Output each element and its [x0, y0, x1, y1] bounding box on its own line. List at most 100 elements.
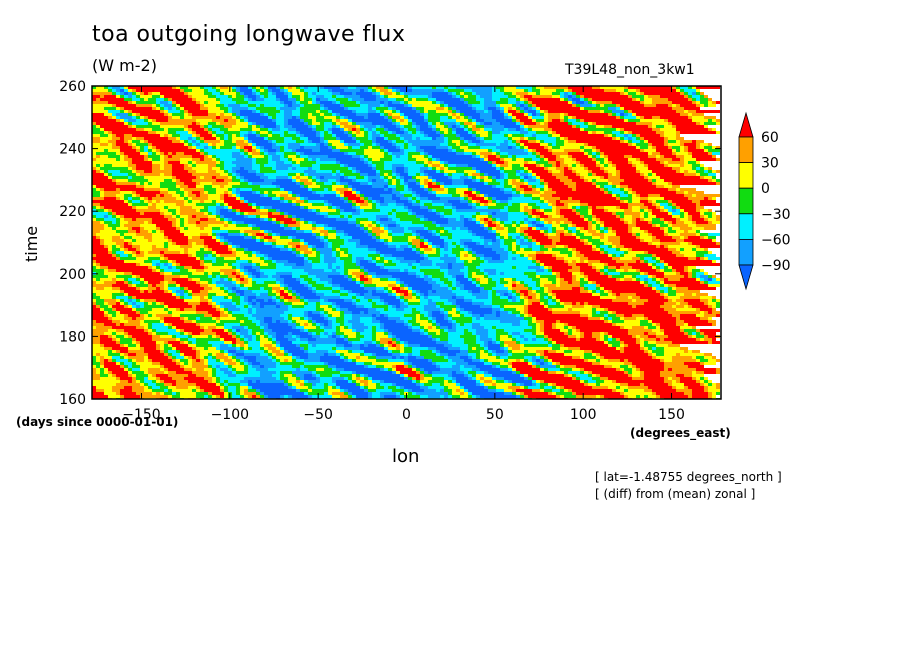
heatmap-cell: [468, 200, 472, 203]
heatmap-cell: [204, 86, 212, 89]
heatmap-cell: [536, 113, 540, 116]
heatmap-cell: [652, 275, 656, 278]
heatmap-cell: [444, 272, 448, 275]
heatmap-cell: [132, 281, 140, 284]
heatmap-cell: [404, 113, 420, 116]
heatmap-cell: [96, 281, 104, 284]
heatmap-cell: [332, 278, 348, 281]
heatmap-cell: [400, 92, 404, 95]
heatmap-cell: [320, 194, 324, 197]
heatmap-cell: [544, 191, 556, 194]
heatmap-cell: [708, 149, 720, 152]
heatmap-cell: [560, 278, 564, 281]
heatmap-cell: [248, 200, 280, 203]
heatmap-cell: [716, 101, 720, 104]
heatmap-cell: [616, 233, 632, 236]
heatmap-cell: [684, 236, 688, 239]
heatmap-cell: [96, 167, 100, 170]
heatmap-cell: [696, 245, 700, 248]
heatmap-cell: [480, 140, 484, 143]
heatmap-cell: [616, 116, 620, 119]
heatmap-cell: [696, 167, 700, 170]
heatmap-cell: [268, 230, 272, 233]
heatmap-cell: [532, 134, 536, 137]
heatmap-cell: [160, 122, 192, 125]
heatmap-cell: [152, 128, 164, 131]
heatmap-cell: [168, 116, 172, 119]
heatmap-cell: [440, 134, 444, 137]
heatmap-cell: [276, 176, 288, 179]
heatmap-cell: [524, 218, 528, 221]
heatmap-cell: [388, 149, 400, 152]
heatmap-cell: [220, 101, 236, 104]
heatmap-cell: [516, 245, 520, 248]
heatmap-cell: [604, 233, 616, 236]
heatmap-cell: [192, 206, 204, 209]
heatmap-cell: [168, 119, 196, 122]
heatmap-cell: [484, 122, 492, 125]
heatmap-cell: [508, 281, 512, 284]
heatmap-cell: [204, 245, 208, 248]
heatmap-cell: [468, 218, 472, 221]
heatmap-cell: [500, 233, 508, 236]
heatmap-cell: [336, 158, 360, 161]
heatmap-cell: [652, 125, 656, 128]
heatmap-cell: [180, 161, 188, 164]
heatmap-cell: [340, 149, 364, 152]
heatmap-cell: [572, 122, 584, 125]
heatmap-cell: [624, 134, 628, 137]
heatmap-cell: [608, 158, 628, 161]
heatmap-cell: [224, 140, 232, 143]
heatmap-cell: [568, 227, 576, 230]
heatmap-cell: [400, 110, 416, 113]
heatmap-cell: [704, 146, 712, 149]
heatmap-cell: [412, 242, 420, 245]
heatmap-cell: [520, 206, 524, 209]
heatmap-cell: [368, 224, 372, 227]
heatmap-cell: [608, 254, 612, 257]
heatmap-cell: [180, 275, 188, 278]
heatmap-cell: [632, 200, 640, 203]
heatmap-cell: [248, 149, 252, 152]
heatmap-cell: [568, 176, 580, 179]
heatmap-cell: [684, 221, 692, 224]
heatmap-cell: [572, 167, 584, 170]
heatmap-cell: [112, 278, 116, 281]
heatmap-cell: [96, 98, 100, 101]
heatmap-cell: [580, 125, 588, 128]
heatmap-cell: [220, 98, 232, 101]
heatmap-cell: [524, 230, 540, 233]
heatmap-cell: [656, 278, 660, 281]
heatmap-cell: [356, 278, 360, 281]
heatmap-cell: [184, 125, 188, 128]
heatmap-cell: [340, 170, 352, 173]
heatmap-cell: [156, 200, 160, 203]
heatmap-cell: [416, 197, 420, 200]
heatmap-cell: [416, 212, 436, 215]
heatmap-cell: [300, 119, 304, 122]
heatmap-cell: [340, 176, 344, 179]
heatmap-cell: [208, 191, 216, 194]
heatmap-cell: [108, 173, 112, 176]
heatmap-cell: [560, 92, 564, 95]
heatmap-cell: [412, 221, 432, 224]
heatmap-cell: [672, 200, 692, 203]
heatmap-cell: [148, 251, 160, 254]
heatmap-cell: [100, 236, 112, 239]
heatmap-cell: [368, 203, 372, 206]
heatmap-cell: [412, 239, 420, 242]
heatmap-cell: [456, 119, 468, 122]
heatmap-cell: [572, 179, 584, 182]
heatmap-cell: [96, 278, 100, 281]
heatmap-cell: [448, 104, 468, 107]
heatmap-cell: [532, 185, 536, 188]
heatmap-cell: [308, 185, 320, 188]
heatmap-cell: [324, 227, 332, 230]
heatmap-cell: [228, 209, 232, 212]
heatmap-cell: [144, 251, 148, 254]
heatmap-cell: [440, 182, 444, 185]
heatmap-cell: [524, 248, 532, 251]
heatmap-cell: [172, 107, 176, 110]
heatmap-cell: [184, 227, 188, 230]
heatmap-cell: [100, 239, 104, 242]
